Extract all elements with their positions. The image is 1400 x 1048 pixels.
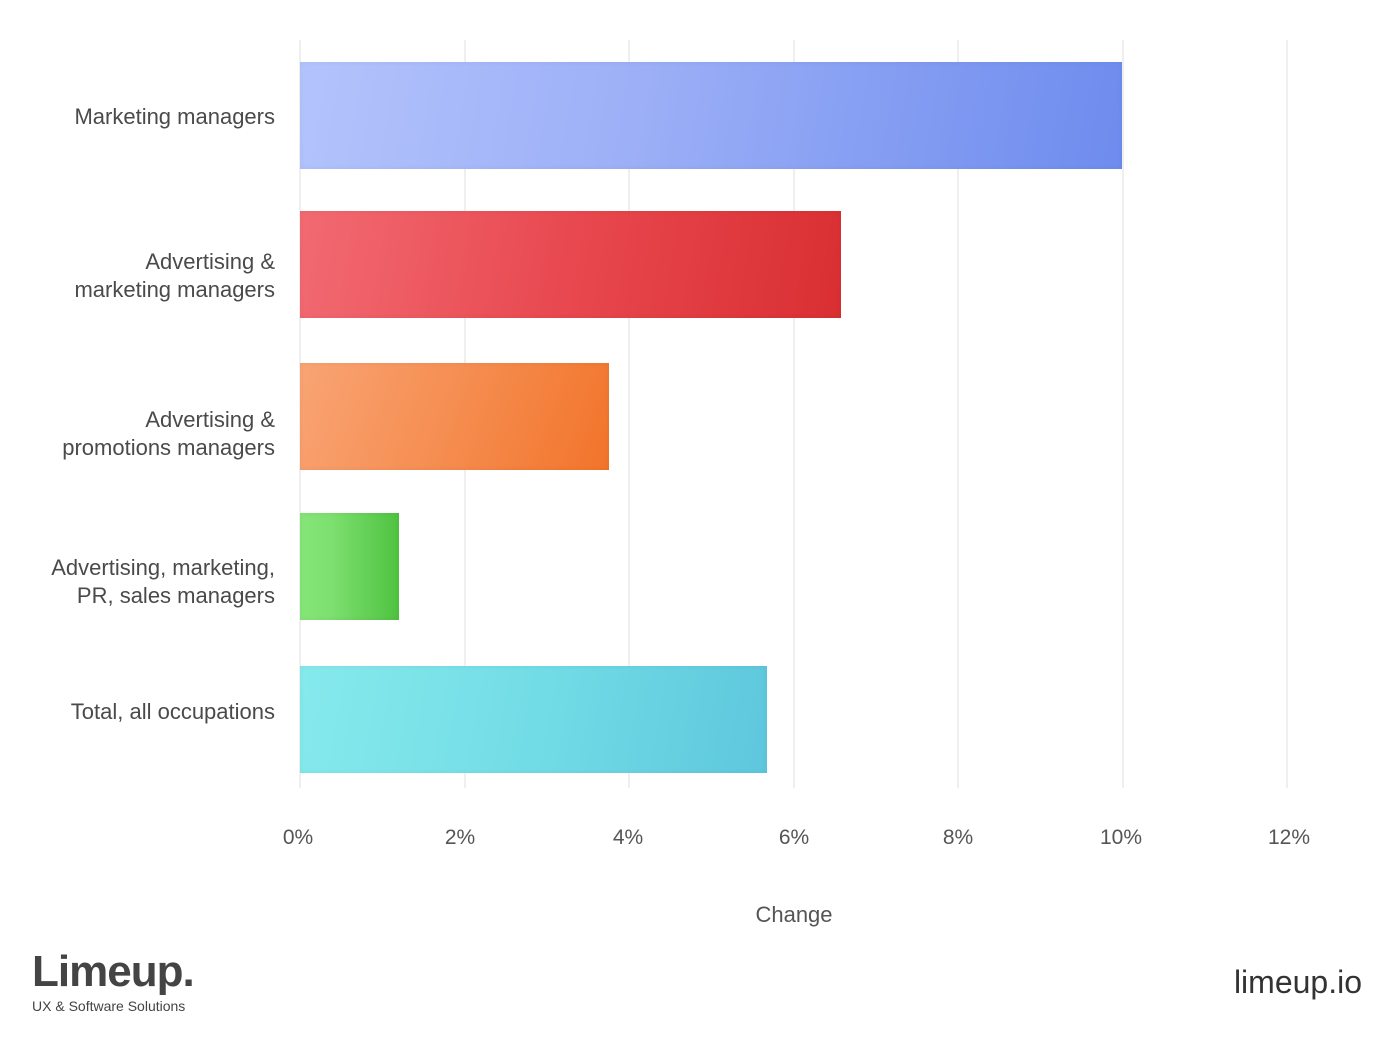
x-axis-label: Change bbox=[755, 902, 833, 927]
bar-advertising-marketing-pr-sales-managers bbox=[300, 513, 399, 620]
x-tick-6: 6% bbox=[778, 826, 810, 849]
x-tick-12: 12% bbox=[1267, 826, 1311, 849]
x-tick-10: 10% bbox=[1099, 826, 1143, 849]
category-label-4: Total, all occupations bbox=[70, 699, 275, 724]
logo-wordmark: Limeup. bbox=[32, 947, 195, 996]
category-label-2: Advertising & promotions managers bbox=[62, 407, 275, 460]
x-tick-4: 4% bbox=[612, 826, 644, 849]
bar-marketing-managers bbox=[300, 62, 1122, 169]
logo-tagline: UX & Software Solutions bbox=[32, 998, 186, 1014]
gridline-6 bbox=[793, 40, 795, 788]
bar-advertising-marketing-managers bbox=[300, 211, 841, 318]
category-label-1: Advertising & marketing managers bbox=[74, 249, 275, 302]
bar-total-all-occupations bbox=[300, 666, 767, 773]
brand-logo: Limeup. UX & Software Solutions bbox=[32, 947, 195, 1015]
site-url: limeup.io bbox=[1233, 964, 1362, 1000]
plot-area bbox=[299, 40, 1288, 788]
category-label-3: Advertising, marketing, PR, sales manage… bbox=[51, 555, 275, 608]
gridline-8 bbox=[957, 40, 959, 788]
gridline-12 bbox=[1286, 40, 1288, 788]
gridline-10 bbox=[1122, 40, 1124, 788]
x-tick-8: 8% bbox=[942, 826, 974, 849]
x-tick-0: 0% bbox=[282, 826, 314, 849]
category-label-0: Marketing managers bbox=[74, 104, 275, 129]
gridline-4 bbox=[628, 40, 630, 788]
x-tick-2: 2% bbox=[444, 826, 476, 849]
bar-advertising-promotions-managers bbox=[300, 363, 609, 470]
